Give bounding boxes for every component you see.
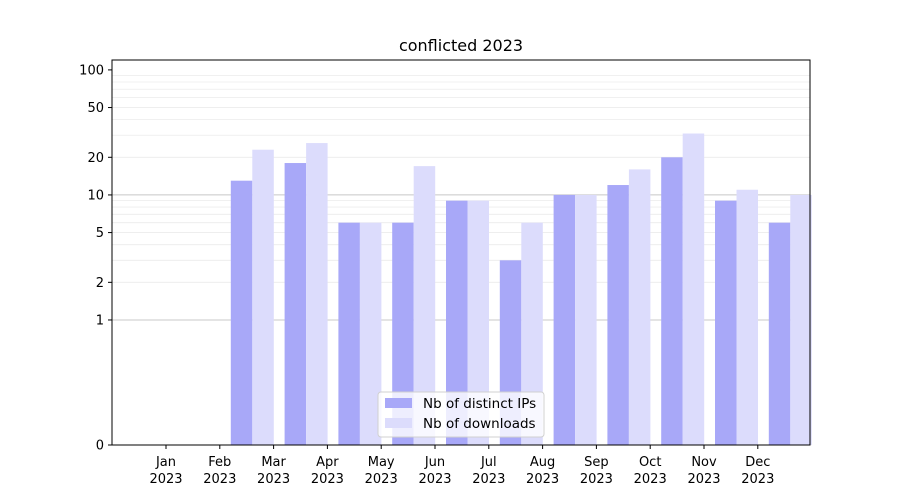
x-tick-label-month: May: [368, 455, 395, 470]
bar-downloads-jun: [467, 200, 489, 445]
x-tick-label-year: 2023: [634, 472, 667, 487]
bar-distinct-ips-sep: [607, 185, 629, 445]
x-tick-label-month: Jun: [424, 455, 445, 470]
x-tick-label-month: Sep: [584, 455, 609, 470]
x-tick-label-year: 2023: [365, 472, 398, 487]
bar-distinct-ips-mar: [284, 163, 307, 445]
plot-frame: [111, 59, 811, 446]
bar-distinct-ips-dec: [768, 222, 791, 445]
x-tick-label-year: 2023: [311, 472, 344, 487]
y-tick-label: 5: [96, 226, 104, 241]
chart-title: conflicted 2023: [399, 36, 523, 55]
bar-downloads-aug: [575, 194, 597, 445]
legend-swatch: [385, 398, 412, 408]
legend-box: [377, 391, 545, 438]
y-tick-label: 0: [96, 439, 104, 454]
x-tick-label-year: 2023: [203, 472, 236, 487]
x-tick-label-year: 2023: [472, 472, 505, 487]
y-tick-label: 2: [96, 276, 104, 291]
bar-downloads-nov: [736, 189, 758, 445]
bar-distinct-ips-feb: [230, 180, 253, 445]
bar-distinct-ips-aug: [553, 194, 576, 445]
legend-label: Nb of distinct IPs: [423, 396, 536, 412]
bar-downloads-dec: [790, 194, 812, 445]
x-tick-label-month: Jan: [155, 455, 176, 470]
bar-downloads-mar: [306, 143, 328, 446]
legend-label: Nb of downloads: [423, 416, 536, 432]
legend-swatch: [385, 418, 412, 428]
y-axis: 0 1 2 5 10 20 50 100: [79, 63, 112, 454]
x-tick-label-month: Mar: [261, 455, 286, 470]
bar-downloads-apr: [359, 222, 382, 445]
y-tick-label: 1: [96, 313, 104, 328]
x-tick-label-month: Oct: [639, 455, 661, 470]
bar-distinct-ips-jun: [446, 200, 468, 445]
x-tick-label-month: Aug: [530, 455, 555, 470]
legend: Nb of distinct IPs Nb of downloads: [377, 391, 545, 438]
bar-distinct-ips-apr: [338, 222, 360, 445]
x-tick-label-year: 2023: [257, 472, 290, 487]
x-tick-label-month: Apr: [316, 455, 339, 470]
x-tick-label-month: Feb: [208, 455, 231, 470]
x-tick-label-month: Nov: [691, 455, 717, 470]
x-tick-label-month: Jul: [480, 455, 497, 470]
bar-downloads-oct: [682, 133, 705, 445]
x-tick-label-year: 2023: [149, 472, 182, 487]
x-tick-label-year: 2023: [418, 472, 451, 487]
y-tick-label: 10: [87, 188, 104, 203]
bar-downloads-may: [413, 166, 436, 445]
x-tick-label-year: 2023: [687, 472, 720, 487]
bar-distinct-ips-may: [392, 222, 414, 445]
x-tick-label-year: 2023: [741, 472, 774, 487]
bar-distinct-ips-nov: [715, 200, 737, 445]
x-axis: Jan 2023 Feb 2023 Mar 2023 Apr 2023 May 2023 Jun 20…: [149, 445, 774, 487]
bar-downloads-feb: [252, 149, 274, 445]
x-tick-label-month: Dec: [745, 455, 770, 470]
bar-distinct-ips-oct: [661, 157, 683, 446]
y-tick-label: 100: [79, 63, 104, 78]
bar-downloads-jul: [521, 222, 543, 445]
y-tick-label: 20: [87, 151, 104, 166]
x-tick-label-year: 2023: [580, 472, 613, 487]
x-tick-label-year: 2023: [526, 472, 559, 487]
bar-downloads-sep: [628, 169, 651, 445]
bars: [230, 133, 812, 446]
y-tick-label: 50: [87, 101, 104, 116]
